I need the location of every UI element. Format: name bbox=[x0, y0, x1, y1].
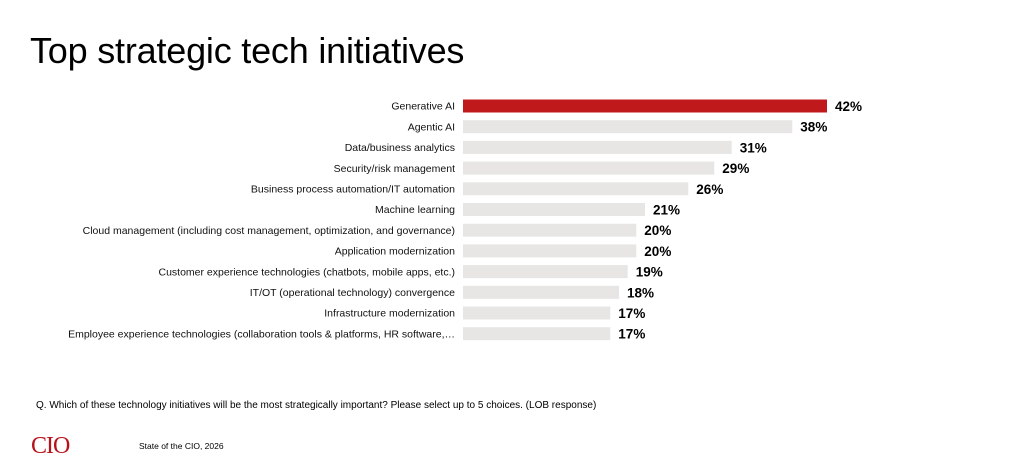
value-label: 20% bbox=[644, 244, 671, 259]
value-label: 19% bbox=[636, 265, 663, 280]
bar-4 bbox=[463, 182, 689, 196]
category-label: Machine learning bbox=[375, 204, 455, 216]
category-label: Employee experience technologies (collab… bbox=[68, 328, 455, 340]
value-label: 26% bbox=[696, 182, 723, 197]
category-label: IT/OT (operational technology) convergen… bbox=[250, 287, 455, 299]
value-label: 17% bbox=[618, 306, 645, 321]
category-label: Application modernization bbox=[335, 246, 455, 258]
bar-5 bbox=[463, 203, 645, 216]
category-label: Generative AI bbox=[391, 101, 455, 113]
category-label: Security/risk management bbox=[334, 163, 455, 175]
value-label: 20% bbox=[644, 223, 671, 238]
bar-3 bbox=[463, 161, 715, 175]
value-label: 21% bbox=[653, 203, 680, 218]
category-label: Cloud management (including cost managem… bbox=[83, 225, 455, 237]
category-label: Infrastructure modernization bbox=[324, 308, 455, 320]
chart-title: Top strategic tech initiatives bbox=[30, 30, 465, 71]
value-label: 38% bbox=[800, 120, 827, 135]
cio-logo: CIO bbox=[31, 433, 70, 459]
bar-6 bbox=[463, 223, 637, 237]
bar-7 bbox=[463, 244, 637, 258]
bars-layer: Generative AI 42% Agentic AI 38% Data/busine… bbox=[68, 99, 862, 342]
value-label: 31% bbox=[740, 140, 767, 155]
source-note: State of the CIO, 2026 bbox=[139, 441, 224, 451]
survey-question: Q. Which of these technology initiatives… bbox=[36, 400, 597, 411]
bar-9 bbox=[463, 285, 619, 299]
category-label: Customer experience technologies (chatbo… bbox=[159, 266, 456, 278]
value-label: 29% bbox=[722, 161, 749, 176]
category-label: Agentic AI bbox=[408, 121, 455, 133]
bar-0 bbox=[463, 99, 827, 113]
bar-11 bbox=[463, 327, 611, 341]
category-label: Data/business analytics bbox=[345, 142, 455, 154]
value-label: 42% bbox=[835, 99, 862, 114]
category-label: Business process automation/IT automatio… bbox=[251, 184, 455, 196]
bar-8 bbox=[463, 265, 628, 279]
bar-10 bbox=[463, 306, 611, 320]
value-label: 17% bbox=[618, 327, 645, 342]
bar-1 bbox=[463, 120, 793, 134]
bar-2 bbox=[463, 140, 732, 154]
value-label: 18% bbox=[627, 285, 654, 300]
